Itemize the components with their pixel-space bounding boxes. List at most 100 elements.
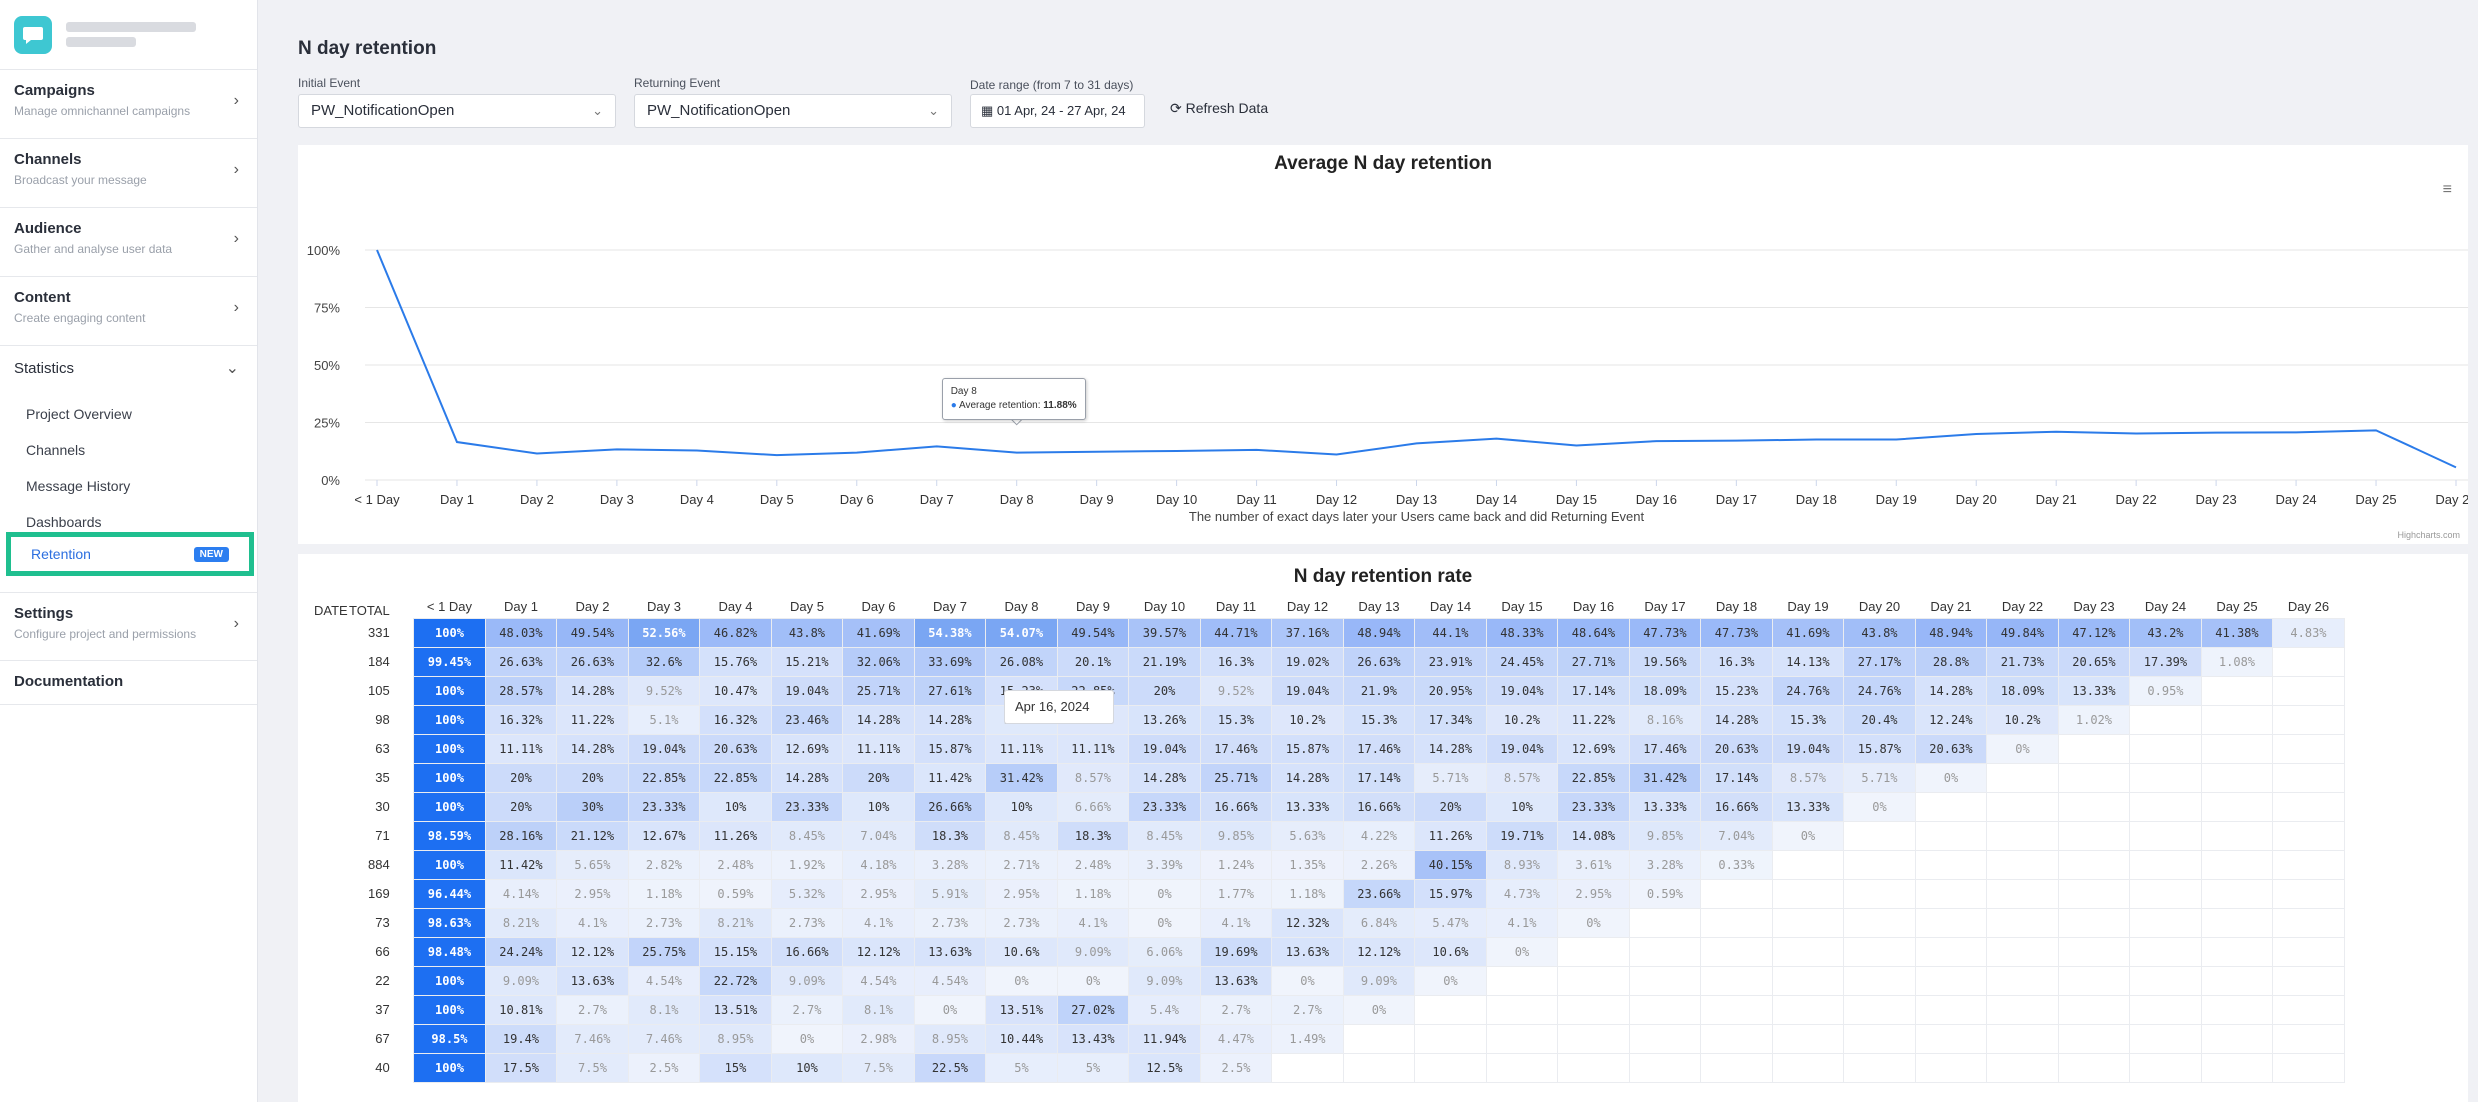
retention-cell: 4.54% bbox=[842, 965, 915, 996]
retention-cell: 19.04% bbox=[1485, 733, 1559, 764]
main-content: N day retention Initial Event PW_Notific… bbox=[270, 0, 2478, 1102]
empty-cell bbox=[2057, 965, 2131, 996]
retention-cell: 48.94% bbox=[1342, 617, 1416, 648]
retention-cell: 0% bbox=[1342, 994, 1416, 1025]
sidebar-item-channels[interactable]: Channels bbox=[26, 442, 86, 458]
table-row: Apr 5, 202463100%11.11%14.28%19.04%20.63… bbox=[304, 690, 2345, 764]
retention-cell: 49.84% bbox=[1986, 617, 2059, 648]
retention-cell: 9.09% bbox=[770, 965, 844, 996]
empty-cell bbox=[1628, 1023, 1702, 1054]
empty-cell bbox=[2129, 762, 2202, 793]
nav-audience[interactable]: Audience Gather and analyse user data › bbox=[0, 208, 257, 277]
retention-cell: 0% bbox=[1128, 878, 1201, 909]
x-tick-label: Day 14 bbox=[1476, 492, 1517, 507]
empty-cell bbox=[2057, 791, 2131, 822]
retention-cell: 19.56% bbox=[1628, 646, 1702, 677]
nav-title: Campaigns bbox=[14, 82, 95, 99]
retention-cell: 1.02% bbox=[2057, 704, 2131, 735]
chart-menu-icon[interactable]: ≡ bbox=[2442, 181, 2452, 198]
day-header: Day 2 bbox=[575, 599, 610, 615]
empty-cell bbox=[1843, 965, 1916, 996]
row-total: 40 bbox=[375, 1060, 390, 1075]
empty-cell bbox=[1771, 878, 1845, 909]
empty-cell bbox=[2272, 936, 2345, 967]
retention-cell: 16.3% bbox=[1700, 646, 1773, 677]
nav-statistics[interactable]: Statistics ⌄ bbox=[0, 346, 257, 396]
empty-cell bbox=[1986, 936, 2059, 967]
empty-cell bbox=[1986, 1052, 2059, 1083]
retention-cell: 48.03% bbox=[484, 617, 558, 648]
retention-cell: 22.85% bbox=[627, 762, 701, 793]
sidebar-item-dashboards[interactable]: Dashboards bbox=[26, 514, 102, 530]
sidebar-item-retention[interactable]: Retention NEW bbox=[6, 532, 254, 576]
empty-cell bbox=[1557, 1023, 1630, 1054]
chevron-right-icon: › bbox=[233, 92, 239, 109]
empty-cell bbox=[2129, 1052, 2202, 1083]
retention-cell: 13.51% bbox=[985, 994, 1058, 1025]
retention-cell: 14.28% bbox=[556, 675, 629, 706]
x-axis-label: The number of exact days later your User… bbox=[1189, 509, 1645, 524]
empty-cell bbox=[1485, 965, 1559, 996]
refresh-data-button[interactable]: ⟳ Refresh Data bbox=[1170, 100, 1268, 117]
empty-cell bbox=[2129, 1023, 2202, 1054]
day-header: Day 8 bbox=[1004, 599, 1039, 615]
retention-cell: 3.39% bbox=[1128, 849, 1201, 880]
retention-cell: 40.15% bbox=[1414, 849, 1487, 880]
retention-cell: 37.16% bbox=[1271, 617, 1344, 648]
nav-channels[interactable]: Channels Broadcast your message › bbox=[0, 139, 257, 208]
empty-cell bbox=[1342, 1023, 1416, 1054]
highcharts-credits[interactable]: Highcharts.com bbox=[2397, 530, 2460, 540]
retention-cell: 2.7% bbox=[1271, 994, 1344, 1025]
empty-cell bbox=[2129, 994, 2202, 1025]
retention-cell: 14.28% bbox=[1271, 762, 1344, 793]
retention-cell: 30% bbox=[556, 791, 629, 822]
retention-cell: 14.28% bbox=[770, 762, 844, 793]
empty-cell bbox=[1414, 1052, 1487, 1083]
app-logo[interactable] bbox=[14, 15, 52, 54]
row-total: 169 bbox=[368, 886, 390, 901]
y-tick-label: 50% bbox=[314, 358, 340, 373]
day-header: Day 15 bbox=[1501, 599, 1543, 615]
returning-event-select[interactable]: PW_NotificationOpen ⌄ bbox=[634, 94, 952, 128]
empty-cell bbox=[1843, 1023, 1916, 1054]
date-range-picker[interactable]: ▦ 01 Apr, 24 - 27 Apr, 24 bbox=[970, 94, 1145, 128]
sidebar-item-project-overview[interactable]: Project Overview bbox=[26, 406, 132, 422]
sidebar-item-message-history[interactable]: Message History bbox=[26, 478, 131, 494]
retention-cell: 17.46% bbox=[1628, 733, 1702, 764]
tooltip-value: 11.88% bbox=[1043, 399, 1077, 411]
nav-campaigns[interactable]: Campaigns Manage omnichannel campaigns › bbox=[0, 70, 257, 139]
retention-cell: 15.76% bbox=[699, 646, 772, 677]
retention-cell: 16.66% bbox=[1700, 791, 1773, 822]
retention-cell: 17.39% bbox=[2129, 646, 2202, 677]
day-header: Day 6 bbox=[861, 599, 896, 615]
retention-cell: 54.38% bbox=[913, 617, 987, 648]
retention-cell: 4.47% bbox=[1199, 1023, 1273, 1054]
empty-cell bbox=[2057, 878, 2131, 909]
nav-content[interactable]: Content Create engaging content › bbox=[0, 277, 257, 346]
retention-cell: 12.67% bbox=[627, 820, 701, 851]
retention-cell: 10.6% bbox=[985, 936, 1058, 967]
retention-cell: 1.92% bbox=[770, 849, 844, 880]
retention-cell: 19.04% bbox=[1128, 733, 1201, 764]
row-total: 184 bbox=[368, 654, 390, 669]
x-tick-label: Day 4 bbox=[680, 492, 714, 507]
day-header: Day 21 bbox=[1930, 599, 1972, 615]
new-badge: NEW bbox=[193, 546, 229, 562]
empty-cell bbox=[1700, 994, 1773, 1025]
retention-cell: 0.59% bbox=[699, 878, 772, 909]
empty-cell bbox=[1700, 1023, 1773, 1054]
initial-event-select[interactable]: PW_NotificationOpen ⌄ bbox=[298, 94, 616, 128]
retention-cell: 15.15% bbox=[699, 936, 772, 967]
x-tick-label: Day 3 bbox=[600, 492, 634, 507]
retention-cell: 9.52% bbox=[1199, 675, 1273, 706]
retention-cell: 10% bbox=[842, 791, 915, 822]
empty-cell bbox=[2200, 1023, 2274, 1054]
table-body: Apr 1, 2024331100%48.03%49.54%52.56%46.8… bbox=[304, 617, 2345, 1083]
retention-cell: 5.47% bbox=[1414, 907, 1487, 938]
empty-cell bbox=[2200, 820, 2274, 851]
nav-settings[interactable]: Settings Configure project and permissio… bbox=[0, 592, 257, 661]
chart-title: Average N day retention bbox=[1274, 153, 1492, 174]
empty-cell bbox=[1986, 965, 2059, 996]
day-header: Day 3 bbox=[646, 599, 681, 615]
nav-documentation[interactable]: Documentation bbox=[0, 661, 257, 705]
